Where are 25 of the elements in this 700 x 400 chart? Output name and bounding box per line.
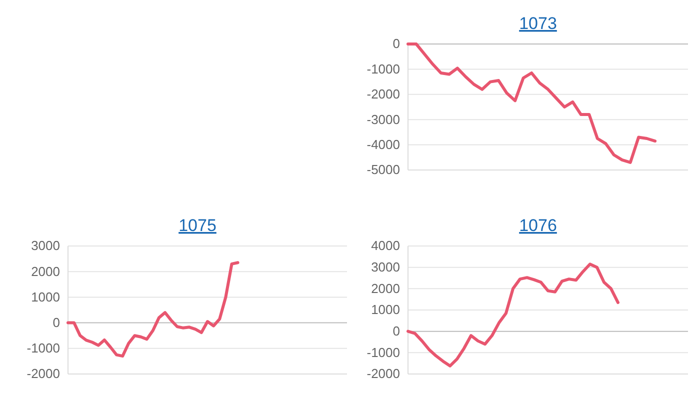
y-tick-label: -3000 [366, 112, 400, 127]
y-tick-label: 3000 [371, 259, 400, 274]
y-tick-label: -1000 [366, 344, 400, 360]
line-series [406, 42, 657, 164]
y-tick-label: 4000 [371, 238, 400, 254]
line-series [66, 261, 240, 358]
chart-title: 1075 [178, 216, 216, 235]
y-tick-label: 2000 [31, 264, 60, 279]
y-tick-label: 0 [392, 323, 400, 338]
y-tick-label: -2000 [26, 366, 60, 382]
y-tick-label: -1000 [366, 61, 400, 76]
chart-title: 1073 [519, 14, 557, 33]
y-tick-label: 0 [392, 36, 400, 52]
y-tick-label: 1000 [371, 302, 400, 318]
y-tick-label: -2000 [366, 86, 400, 102]
line-series [406, 262, 620, 368]
y-tick-label: 2000 [371, 280, 400, 296]
y-tick-label: -1000 [26, 340, 60, 356]
y-tick-label: -4000 [366, 136, 400, 152]
y-tick-label: 3000 [31, 238, 60, 254]
chart-title: 1076 [519, 216, 557, 235]
y-tick-label: -2000 [366, 366, 400, 382]
y-tick-label: 1000 [31, 289, 60, 304]
y-tick-label: -5000 [366, 162, 400, 178]
y-tick-label: 0 [52, 314, 60, 330]
